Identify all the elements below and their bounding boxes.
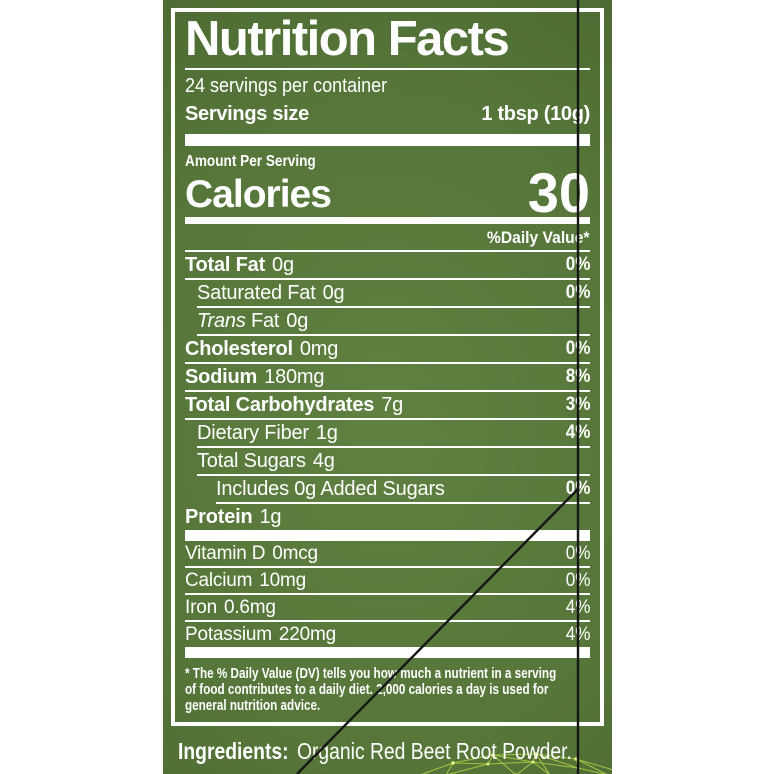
nutrient-daily-value: 4% <box>565 422 590 443</box>
nutrient-row: Cholesterol 0mg 0% <box>185 336 590 364</box>
label-title: Nutrition Facts <box>185 12 510 66</box>
amount-per-serving: Amount Per Serving <box>185 153 316 170</box>
nutrient-daily-value: 0% <box>565 254 590 275</box>
nutrient-amount: 0mg <box>299 338 339 360</box>
nutrient-name: Potassium 220mg <box>185 624 337 645</box>
nutrient-row: Trans Fat 0g <box>197 308 590 336</box>
nutrient-row: Total Carbohydrates 7g 3% <box>185 392 590 420</box>
servings-per-container: 24 servings per container <box>185 75 388 97</box>
nutrient-amount: 1g <box>315 422 338 444</box>
daily-value-header: %Daily Value* <box>487 228 590 247</box>
nutrient-row: Protein 1g <box>185 504 590 530</box>
footnote-line: general nutrition advice. <box>185 697 321 714</box>
calories-row: Calories 30 <box>185 161 590 224</box>
nutrient-amount: 10mg <box>259 570 306 591</box>
nutrient-name: Iron 0.6mg <box>185 597 276 618</box>
nutrient-name: Saturated Fat 0g <box>197 282 345 304</box>
nutrient-daily-value: 0% <box>565 478 590 499</box>
nutrient-row: Total Sugars 4g <box>197 448 590 476</box>
nutrient-daily-value: 0% <box>565 338 590 359</box>
thick-divider-middle <box>185 530 590 541</box>
ingredients-value: Organic Red Beet Root Powder. <box>296 738 572 764</box>
nutrient-daily-value: 8% <box>565 366 590 387</box>
thick-divider-top <box>185 134 590 146</box>
nutrient-amount: 0g <box>272 254 294 276</box>
nutrient-name: Protein 1g <box>185 506 282 528</box>
nutrient-row: Dietary Fiber 1g 4% <box>197 420 590 448</box>
serving-size-label: Servings size <box>185 103 309 125</box>
nutrient-row: Saturated Fat 0g 0% <box>197 280 590 308</box>
nutrient-name: Total Carbohydrates 7g <box>185 394 404 416</box>
nutrient-row: Potassium 220mg 4% <box>185 622 590 647</box>
nutrient-amount: 4g <box>312 450 335 472</box>
nutrient-row: Calcium 10mg 0% <box>185 568 590 595</box>
footnote-line: * The % Daily Value (DV) tells you how m… <box>185 665 557 682</box>
nutrient-row: Total Fat 0g 0% <box>185 252 590 280</box>
nutrient-name: Total Fat 0g <box>185 254 294 276</box>
footnote-line: of food contributes to a daily diet. 2,0… <box>185 681 549 698</box>
nutrient-name: Cholesterol 0mg <box>185 338 339 360</box>
nutrient-daily-value: 0% <box>565 570 590 591</box>
nutrient-amount: 0.6mg <box>223 597 276 618</box>
nutrient-amount: 180mg <box>264 366 325 388</box>
nutrient-daily-value: 4% <box>565 624 590 645</box>
nutrient-rows: Total Fat 0g 0% Saturated Fat 0g 0% Trans Fat 0… <box>185 250 590 530</box>
ingredients-label: Ingredients: <box>178 738 289 764</box>
nutrient-daily-value: 4% <box>565 597 590 618</box>
nutrient-row: Includes 0g Added Sugars 0% <box>216 476 590 504</box>
daily-value-footnote: * The % Daily Value (DV) tells you how m… <box>185 666 591 714</box>
nutrient-name: Calcium 10mg <box>185 570 306 591</box>
nutrient-amount: 0mcg <box>272 543 318 564</box>
nutrient-name: Vitamin D 0mcg <box>185 543 318 564</box>
nutrition-label-panel: Nutrition Facts 24 servings per containe… <box>163 0 612 774</box>
nutrient-name: Total Sugars 4g <box>197 450 335 472</box>
serving-size-value: 1 tbsp (10g) <box>481 103 590 125</box>
nutrient-row: Iron 0.6mg 4% <box>185 595 590 622</box>
nutrient-name: Includes 0g Added Sugars <box>216 478 445 500</box>
micronutrient-rows: Vitamin D 0mcg 0% Calcium 10mg 0% Iron 0.6mg 4% P… <box>185 541 590 647</box>
medium-divider <box>185 217 590 224</box>
nutrient-row: Sodium 180mg 8% <box>185 364 590 392</box>
nutrient-name: Dietary Fiber 1g <box>197 422 338 444</box>
nutrient-row: Vitamin D 0mcg 0% <box>185 541 590 568</box>
nutrient-daily-value: 3% <box>565 394 590 415</box>
title-divider <box>185 68 590 70</box>
nutrient-name: Trans Fat 0g <box>197 310 309 332</box>
nutrient-name: Sodium 180mg <box>185 366 325 388</box>
calories-label: Calories <box>185 173 332 216</box>
nutrient-amount: 1g <box>259 506 282 528</box>
serving-size-row: Servings size 1 tbsp (10g) <box>185 100 590 128</box>
nutrient-amount: 0g <box>322 282 345 304</box>
nutrient-amount: 220mg <box>278 624 337 645</box>
calories-value: 30 <box>527 161 590 224</box>
nutrient-daily-value: 0% <box>565 543 590 564</box>
ingredients-line: Ingredients: Organic Red Beet Root Powder… <box>178 736 572 766</box>
label-content: Nutrition Facts 24 servings per containe… <box>185 0 590 714</box>
thick-divider-bottom <box>185 647 590 658</box>
nutrient-amount: 7g <box>381 394 404 416</box>
nutrient-amount: 0g <box>286 310 309 332</box>
nutrient-daily-value: 0% <box>565 282 590 303</box>
